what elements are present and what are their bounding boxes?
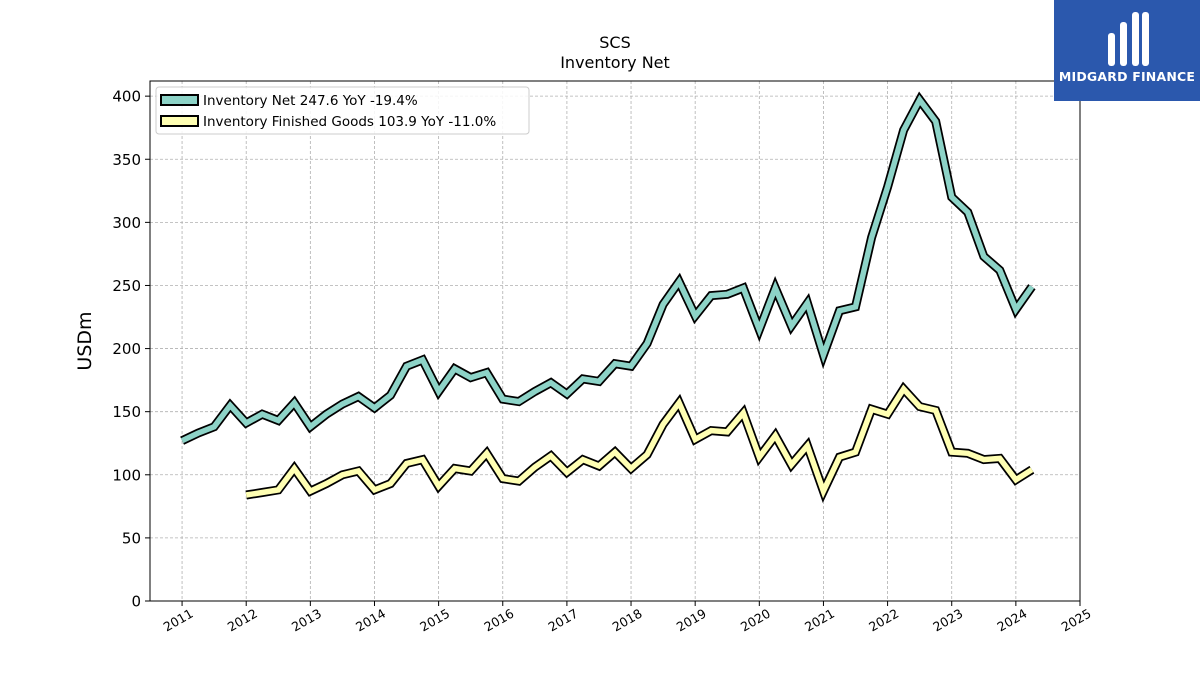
x-tick-label: 2024 [994,606,1029,635]
y-tick-label: 400 [112,88,141,106]
legend-swatch-0 [160,94,199,106]
legend-swatch-1 [160,115,199,127]
legend-label-1: Inventory Finished Goods 103.9 YoY -11.0… [203,114,496,130]
logo-text: MIDGARD FINANCE [1058,69,1196,84]
y-tick-label: 350 [112,151,141,169]
x-tick-label: 2019 [674,606,709,635]
x-tick-label: 2025 [1059,606,1094,635]
logo-mark-icon [1108,12,1149,66]
x-tick-label: 2020 [738,606,773,635]
legend-label-0: Inventory Net 247.6 YoY -19.4% [203,93,418,109]
chart-subtitle: Inventory Net [560,53,670,72]
y-tick-label: 150 [112,403,141,421]
x-tick-label: 2012 [225,606,260,635]
y-tick-label: 50 [122,529,141,547]
x-tick-label: 2011 [161,606,196,635]
y-tick-label: 300 [112,214,141,232]
x-tick-label: 2016 [481,606,516,635]
y-axis-label: USDm [74,311,96,370]
legend-box [155,86,530,135]
y-tick-label: 0 [131,593,141,611]
y-tick-label: 200 [112,340,141,358]
x-tick-label: 2017 [545,606,580,635]
x-tick-label: 2015 [417,606,452,635]
y-tick-label: 100 [112,466,141,484]
chart-title: SCS [599,33,631,52]
x-tick-label: 2021 [802,606,837,635]
y-tick-label: 250 [112,277,141,295]
x-tick-label: 2018 [610,606,645,635]
x-tick-label: 2022 [866,606,901,635]
brand-logo: MIDGARD FINANCE [1054,0,1200,101]
x-tick-label: 2013 [289,606,324,635]
series-line-0 [180,94,1035,444]
x-tick-label: 2014 [353,606,388,635]
plot-frame [149,80,1081,602]
series-line-1 [245,384,1034,499]
x-tick-label: 2023 [930,606,965,635]
